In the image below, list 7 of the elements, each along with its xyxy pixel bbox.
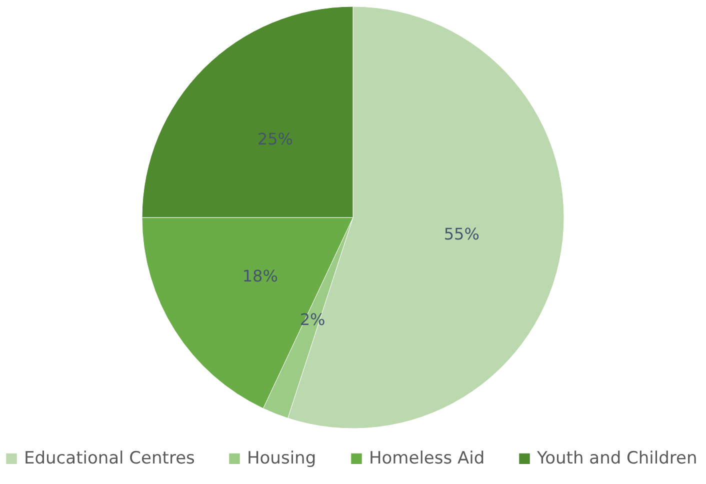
legend-label: Youth and Children bbox=[536, 448, 698, 469]
data-label: 55% bbox=[444, 224, 480, 244]
data-label: 18% bbox=[242, 266, 278, 286]
data-label: 25% bbox=[257, 130, 293, 149]
legend-label: Educational Centres bbox=[24, 448, 196, 469]
legend-label: Housing bbox=[247, 448, 316, 469]
legend-label: Homeless Aid bbox=[369, 448, 485, 469]
